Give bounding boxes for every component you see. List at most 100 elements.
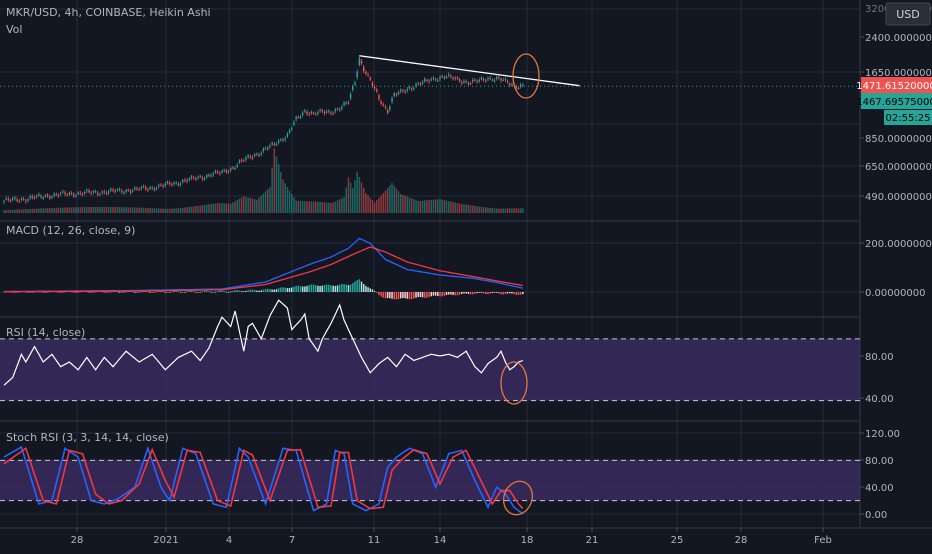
candle-body (42, 197, 44, 199)
candle-body (192, 177, 195, 179)
volume-bar (410, 198, 413, 213)
macd-hist-bar (428, 292, 430, 298)
macd-hist-bar (408, 292, 411, 300)
macd-hist-bar (380, 292, 382, 297)
macd-hist-bar (27, 292, 29, 293)
candle-body (188, 178, 191, 181)
candle-body (354, 82, 356, 85)
candle-body (332, 113, 334, 115)
volume-bar (42, 208, 44, 213)
volume-bar (513, 208, 515, 213)
macd-hist-bar (110, 291, 112, 293)
volume-bar (511, 208, 513, 213)
stoch-band (0, 459, 860, 502)
time-axis[interactable]: 28 2021 4 7 11 14 18 21 25 28 Feb (71, 528, 832, 546)
candle-body (334, 109, 337, 112)
volume-bar (404, 195, 406, 213)
candle-body (118, 189, 121, 191)
candle-body (243, 160, 245, 162)
ellipse-annotation-price[interactable] (512, 53, 540, 99)
price-candles[interactable] (3, 56, 524, 205)
time-tick-label: 28 (71, 535, 84, 546)
candle-body (397, 92, 400, 94)
macd-hist-bar (179, 291, 182, 293)
candle-body (164, 183, 167, 186)
volume-bar (430, 199, 433, 213)
volume-bar (441, 199, 443, 213)
candle-body (134, 187, 136, 190)
candle-body (471, 79, 474, 82)
currency-button[interactable] (885, 2, 931, 26)
candle-body (107, 191, 110, 193)
volume-bar (205, 204, 208, 213)
macd-hist-bar (253, 290, 256, 292)
macd-hist-bar (256, 290, 258, 292)
macd-hist-bar (147, 291, 149, 293)
volume-bar (286, 186, 289, 213)
candle-body (195, 178, 197, 180)
candle-body (68, 192, 71, 195)
macd-hist-bar (519, 292, 522, 295)
candle-body (175, 182, 177, 184)
volume-bar (22, 209, 25, 213)
macd-hist-bar (306, 285, 308, 292)
candle-body (402, 90, 404, 92)
macd-hist-bar (271, 289, 273, 292)
volume-bar (247, 197, 249, 213)
ellipse-annotation-rsi[interactable] (500, 361, 528, 405)
macd-hist-bar (423, 292, 426, 298)
macd-hist-bar (504, 292, 507, 295)
candle-body (341, 106, 343, 109)
time-tick-label: 14 (434, 535, 447, 546)
rsi-legend[interactable]: RSI (14, close) (6, 326, 85, 339)
macd-legend[interactable]: MACD (12, 26, close, 9) (6, 224, 135, 237)
macd-hist-bar (249, 289, 252, 292)
macd-hist-bar (293, 286, 295, 292)
macd-hist-bar (123, 292, 125, 293)
candle-body (247, 155, 249, 157)
volume-bar (251, 198, 254, 213)
rsi-band (0, 338, 860, 402)
macd-hist-bar (44, 292, 47, 293)
volume-bar (299, 200, 302, 213)
volume-bar (160, 208, 162, 213)
volume-bar (362, 187, 365, 213)
volume-bar (434, 199, 437, 213)
candle-body (216, 171, 219, 173)
macd-hist-bar (502, 292, 504, 295)
macd-hist-bar (378, 292, 380, 295)
candle-body (469, 83, 472, 85)
candle-body (432, 77, 435, 79)
volume-bar (116, 207, 119, 213)
macd-hist-bar (258, 290, 260, 292)
volume-legend[interactable]: Vol (6, 23, 22, 36)
macd-hist-bar (312, 284, 315, 292)
macd-hist-bar (151, 292, 153, 293)
candle-body (282, 139, 284, 141)
symbol-legend[interactable]: MKR/USD, 4h, COINBASE, Heikin Ashi (6, 6, 211, 19)
candle-body (369, 77, 371, 80)
candle-body (66, 194, 68, 196)
stoch-legend[interactable]: Stoch RSI (3, 3, 14, 14, close) (6, 431, 169, 444)
volume-bar (371, 200, 374, 213)
volume-bar (354, 180, 356, 213)
volume-bar (461, 203, 463, 213)
macd-hist-bar (495, 292, 498, 293)
volume-bar (86, 207, 88, 213)
volume-bar (419, 200, 422, 213)
macd-hist-bar (328, 284, 330, 292)
candle-body (40, 196, 42, 198)
volume-bar (400, 194, 402, 213)
trendline-drawing[interactable] (359, 55, 580, 87)
ellipse-annotation-stoch[interactable] (499, 477, 537, 519)
candle-body (465, 81, 467, 83)
candle-body (140, 187, 143, 189)
rsi-line (3, 299, 524, 386)
volume-bar (3, 210, 5, 213)
volume-bar (386, 188, 389, 213)
volume-bar (341, 198, 343, 213)
candle-body (171, 184, 173, 186)
macd-hist-bar (330, 285, 332, 292)
volume-bar (325, 202, 328, 213)
